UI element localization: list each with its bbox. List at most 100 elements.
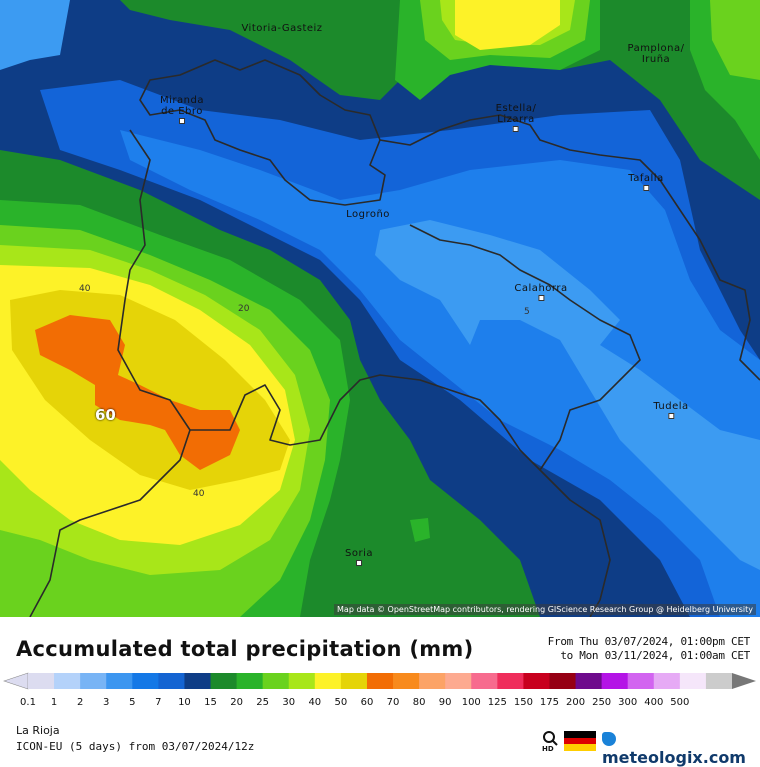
scale-tick-label: 150 bbox=[513, 697, 533, 708]
time-period: From Thu 03/07/2024, 01:00pm CET to Mon … bbox=[547, 635, 751, 663]
scale-swatch bbox=[549, 673, 577, 689]
meteologix-icon bbox=[602, 732, 616, 746]
field-green-top bbox=[120, 0, 440, 100]
scale-tick-label: 2 bbox=[76, 697, 84, 708]
city-tudela: Tudela bbox=[653, 401, 688, 419]
scale-tick-label: 40 bbox=[308, 697, 322, 708]
scale-swatch bbox=[262, 673, 290, 689]
scale-swatch bbox=[445, 673, 472, 689]
city-label: Tudela bbox=[653, 401, 689, 412]
flag-stripe-1 bbox=[564, 731, 596, 738]
scale-swatch bbox=[419, 673, 446, 689]
scale-swatch bbox=[184, 673, 212, 689]
scale-swatch bbox=[393, 673, 420, 689]
scale-tick-label: 80 bbox=[412, 697, 426, 708]
scale-swatch bbox=[627, 673, 655, 689]
brand-name: meteologix.com bbox=[602, 748, 746, 767]
scale-swatch bbox=[236, 673, 264, 689]
scale-tick-label: 7 bbox=[155, 697, 162, 708]
scale-tick-label: 1 bbox=[50, 697, 58, 708]
scale-tick-label: 20 bbox=[230, 697, 243, 708]
field-green-blob bbox=[410, 518, 430, 542]
city-dot bbox=[538, 295, 544, 301]
scale-tick-label: 500 bbox=[670, 697, 690, 708]
scale-arrow-low bbox=[3, 672, 29, 690]
field-lightblue-nw bbox=[0, 0, 70, 70]
city-label: Pamplona/ Iruña bbox=[627, 43, 685, 65]
contour-label-20: 20 bbox=[238, 304, 250, 314]
city-label: Estella/ Lizarra bbox=[495, 103, 537, 125]
scale-tick-label: 0.1 bbox=[20, 697, 36, 708]
scale-swatch bbox=[340, 673, 368, 689]
contour-label-40b: 40 bbox=[193, 489, 205, 499]
scale-tick-label: 30 bbox=[282, 697, 296, 708]
scale-swatch bbox=[653, 673, 681, 689]
city-label: Logroño bbox=[346, 209, 390, 220]
hd-label: HD bbox=[542, 745, 554, 752]
scale-swatch bbox=[679, 673, 707, 689]
city-label: Vitoria-Gasteiz bbox=[241, 23, 323, 34]
scale-swatch bbox=[158, 673, 185, 689]
scale-swatch bbox=[132, 673, 159, 689]
scale-tick-label: 10 bbox=[178, 697, 191, 708]
scale-tick-label: 90 bbox=[438, 697, 452, 708]
region-borders bbox=[29, 59, 760, 617]
model-info: ICON-EU (5 days) from 03/07/2024/12z bbox=[16, 740, 255, 753]
scale-tick-label: 125 bbox=[487, 697, 507, 708]
scale-swatch bbox=[106, 673, 133, 689]
scale-swatch bbox=[288, 673, 316, 689]
scale-swatch bbox=[366, 673, 394, 689]
city-estella: Estella/ Lizarra bbox=[496, 92, 537, 143]
flag-stripe-2 bbox=[564, 737, 596, 745]
city-soria: Soria bbox=[345, 548, 373, 566]
contour-label-60: 60 bbox=[95, 406, 116, 424]
scale-tick-label: 3 bbox=[103, 697, 110, 708]
contour-label-5: 5 bbox=[524, 307, 530, 317]
precipitation-map[interactable] bbox=[0, 0, 760, 617]
scale-tick-label: 300 bbox=[618, 697, 638, 708]
scale-swatch bbox=[523, 673, 550, 689]
scale-tick-label: 50 bbox=[334, 697, 348, 708]
scale-tick-label: 200 bbox=[566, 697, 586, 708]
scale-swatch bbox=[28, 673, 55, 689]
scale-swatch bbox=[705, 673, 733, 689]
city-dot bbox=[642, 185, 649, 191]
field-lightblue-center bbox=[375, 220, 760, 570]
scale-swatch bbox=[80, 673, 107, 689]
map-attribution: Map data © OpenStreetMap contributors, r… bbox=[334, 604, 756, 615]
city-miranda: Miranda de Ebro bbox=[160, 84, 204, 135]
city-dot bbox=[668, 413, 674, 419]
city-label: Soria bbox=[345, 548, 373, 559]
scale-swatch bbox=[575, 673, 603, 689]
field-midblue-center bbox=[120, 130, 760, 617]
scale-tick-label: 25 bbox=[256, 697, 270, 708]
contour-label-40: 40 bbox=[79, 284, 91, 294]
city-vitoria: Vitoria-Gasteiz bbox=[241, 23, 322, 34]
germany-flag-icon[interactable] bbox=[564, 731, 596, 751]
city-dot bbox=[355, 560, 362, 566]
city-tafalla: Tafalla bbox=[628, 173, 663, 191]
period-from: From Thu 03/07/2024, 01:00pm CET bbox=[547, 635, 751, 648]
city-label: Calahorra bbox=[514, 283, 568, 294]
field-lime-ne bbox=[710, 0, 760, 80]
hd-zoom-icon[interactable]: HD bbox=[541, 730, 559, 752]
scale-tick-label: 250 bbox=[592, 697, 612, 708]
city-pamplona: Pamplona/ Iruña bbox=[627, 32, 684, 65]
scale-swatch bbox=[471, 673, 498, 689]
region-name: La Rioja bbox=[16, 724, 60, 737]
scale-tick-label: 175 bbox=[539, 697, 560, 708]
city-label: Tafalla bbox=[628, 173, 664, 184]
city-dot bbox=[179, 118, 185, 124]
brand-logo[interactable]: meteologix.com bbox=[602, 729, 760, 767]
scale-swatch bbox=[210, 673, 238, 689]
scale-tick-label: 100 bbox=[461, 697, 481, 708]
city-dot bbox=[513, 126, 519, 132]
scale-arrow-high bbox=[732, 673, 756, 689]
scale-tick-label: 400 bbox=[644, 697, 664, 708]
scale-swatch bbox=[601, 673, 629, 689]
color-scale bbox=[3, 672, 756, 690]
city-calahorra: Calahorra bbox=[514, 283, 567, 301]
scale-swatch bbox=[54, 673, 81, 689]
scale-tick-label: 15 bbox=[204, 697, 217, 708]
field-yellow-top bbox=[455, 0, 560, 50]
